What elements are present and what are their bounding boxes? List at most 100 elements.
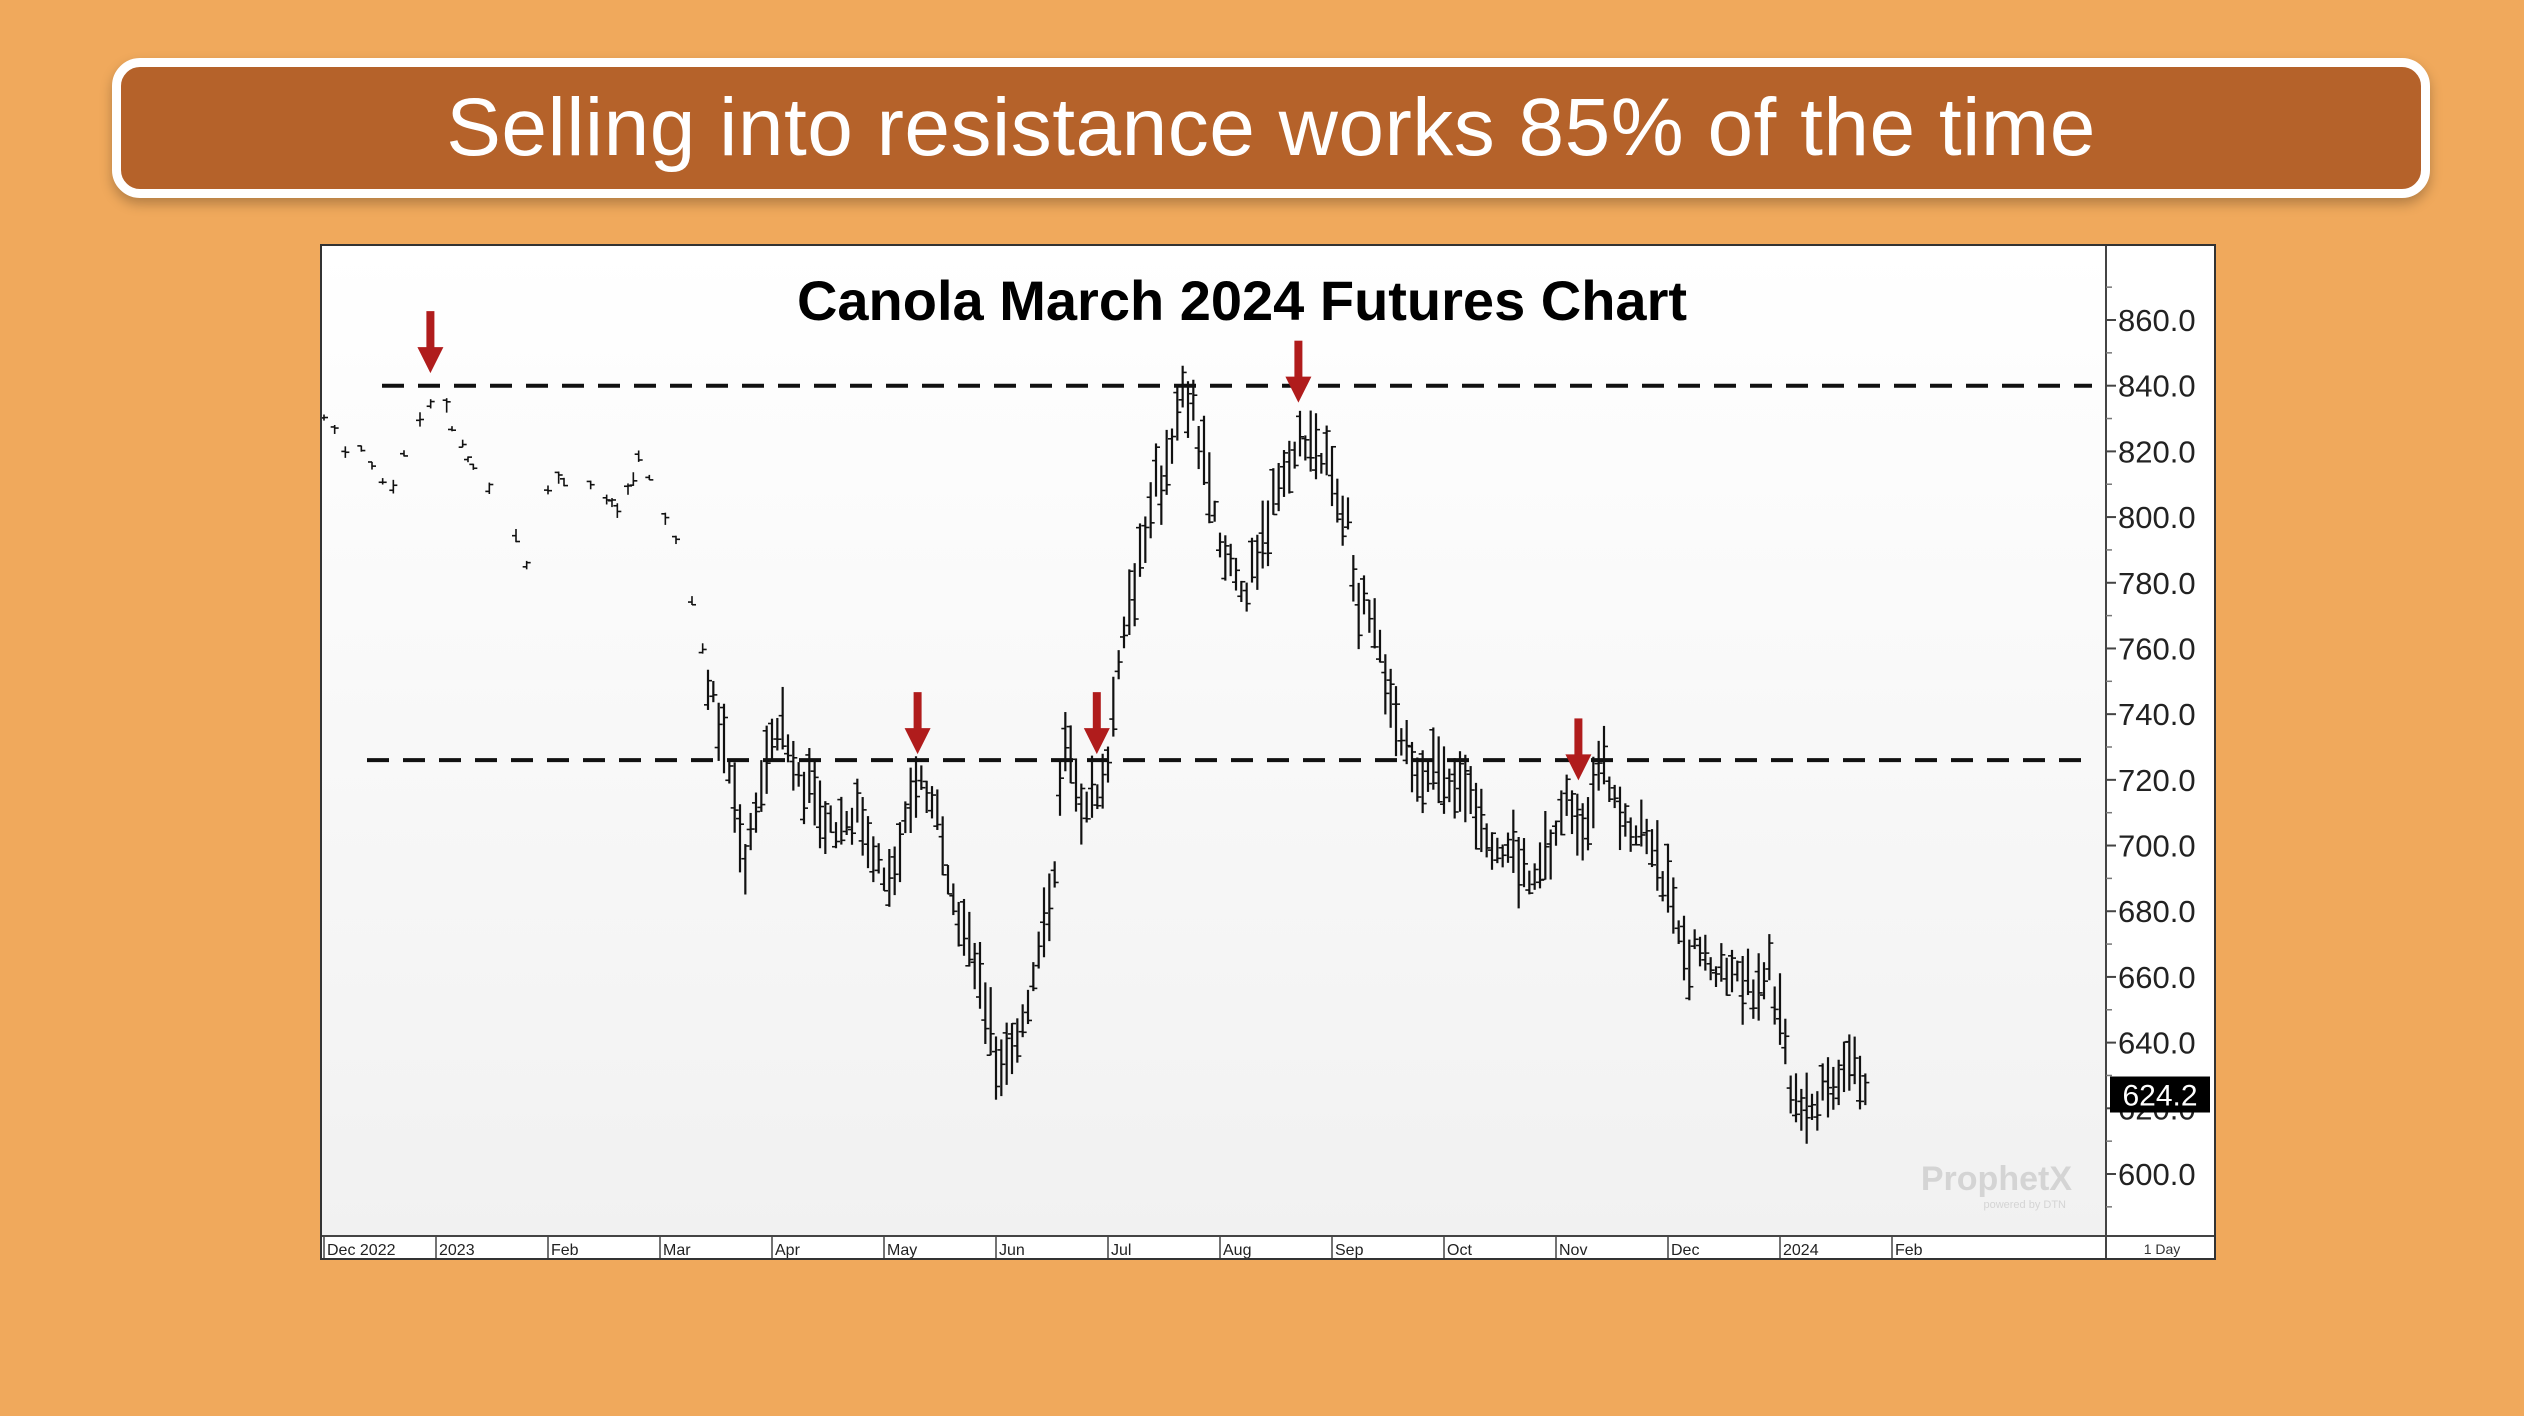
price-bar <box>1600 725 1608 785</box>
price-bar <box>1557 790 1566 836</box>
price-bar <box>634 450 643 462</box>
price-bar <box>522 560 531 570</box>
price-bar <box>1349 555 1358 602</box>
title-banner: Selling into resistance works 85% of the… <box>112 58 2430 198</box>
price-bar <box>1498 844 1507 868</box>
price-bar <box>986 987 995 1056</box>
price-bar <box>1445 768 1454 803</box>
price-bar <box>485 482 494 495</box>
price-bar <box>1626 817 1635 852</box>
price-bar <box>1674 920 1683 944</box>
price-bar <box>1285 440 1294 494</box>
x-tick-label: Jul <box>1111 1242 1131 1258</box>
price-bar <box>1168 428 1176 464</box>
price-bar <box>885 849 894 907</box>
price-bar <box>560 477 568 487</box>
price-bar <box>1114 650 1123 680</box>
price-bar <box>554 471 563 484</box>
price-bar <box>832 822 840 849</box>
price-bar <box>1104 746 1112 783</box>
price-bar <box>1690 929 1699 950</box>
x-tick-label: Sep <box>1335 1242 1364 1258</box>
price-bar <box>1184 381 1192 438</box>
x-tick-label: Aug <box>1223 1242 1251 1258</box>
price-bar <box>970 942 979 990</box>
price-bar <box>1632 825 1640 846</box>
price-bar <box>752 792 760 833</box>
price-bar <box>896 822 904 883</box>
price-bar <box>800 771 808 825</box>
price-bar <box>1776 973 1784 1045</box>
price-bar <box>1210 500 1219 522</box>
price-bar <box>1178 365 1187 408</box>
price-bar <box>720 703 728 774</box>
price-bar <box>1642 818 1651 855</box>
price-bar <box>746 812 755 851</box>
price-bar <box>842 810 851 835</box>
price-bar <box>976 942 984 1009</box>
price-bar <box>1712 966 1720 988</box>
price-bar <box>1264 500 1272 567</box>
price-bar <box>1573 793 1582 856</box>
x-tick-label: Feb <box>1895 1242 1923 1258</box>
price-bar <box>1098 753 1107 809</box>
price-bar <box>938 816 947 876</box>
interval-label: 1 Day <box>2144 1241 2181 1257</box>
price-bar <box>1034 931 1043 969</box>
price-bar <box>1850 1036 1859 1085</box>
price-bar <box>1061 712 1070 772</box>
price-bar <box>1578 803 1587 861</box>
price-bar <box>981 982 990 1044</box>
price-bar <box>1664 843 1672 913</box>
price-bar <box>1248 537 1256 583</box>
price-bar <box>1786 1075 1795 1114</box>
price-bar <box>368 461 376 470</box>
price-bar <box>448 426 456 432</box>
price-bar <box>1584 797 1592 851</box>
price-bar <box>794 762 803 787</box>
price-bar <box>1680 915 1688 981</box>
price-bar <box>1013 1018 1022 1063</box>
price-bar <box>1669 877 1678 934</box>
price-bar <box>322 414 328 421</box>
price-bar <box>1018 1004 1027 1038</box>
price-bar <box>1381 654 1390 715</box>
price-bar <box>1504 832 1512 863</box>
price-bar <box>1274 462 1283 512</box>
price-bar <box>1344 497 1352 530</box>
price-bar <box>912 756 920 818</box>
y-tick-label: 760.0 <box>2118 631 2196 666</box>
price-bar <box>1562 774 1571 816</box>
price-bar <box>768 718 776 762</box>
price-bar <box>1397 728 1406 756</box>
price-bar <box>1322 425 1331 476</box>
price-bar <box>869 836 878 883</box>
price-bar <box>928 786 936 819</box>
price-bar <box>1552 820 1560 846</box>
price-bar <box>1466 766 1475 815</box>
price-bar <box>1781 1018 1790 1065</box>
x-tick-label: Feb <box>551 1242 579 1258</box>
price-bar <box>645 474 654 481</box>
price-bar <box>816 780 824 849</box>
y-tick-label: 860.0 <box>2118 303 2196 338</box>
price-bar <box>1221 535 1230 581</box>
price-bar <box>1861 1073 1870 1106</box>
price-bar <box>464 456 472 463</box>
price-bar <box>416 412 424 427</box>
price-bar <box>1605 776 1614 803</box>
price-bar <box>858 797 867 856</box>
price-bar <box>1242 582 1251 612</box>
price-bar <box>1413 757 1422 802</box>
price-bar <box>661 512 670 525</box>
price-bar <box>1088 755 1096 818</box>
price-bar <box>704 669 712 710</box>
price-bar <box>1386 668 1395 728</box>
price-bar <box>874 843 883 874</box>
price-bar <box>1754 953 1763 1021</box>
price-bar <box>880 867 888 892</box>
price-bar <box>1109 676 1118 737</box>
y-tick-label: 780.0 <box>2118 566 2196 601</box>
x-tick-label: 2024 <box>1783 1242 1819 1258</box>
price-bar <box>1525 870 1534 895</box>
